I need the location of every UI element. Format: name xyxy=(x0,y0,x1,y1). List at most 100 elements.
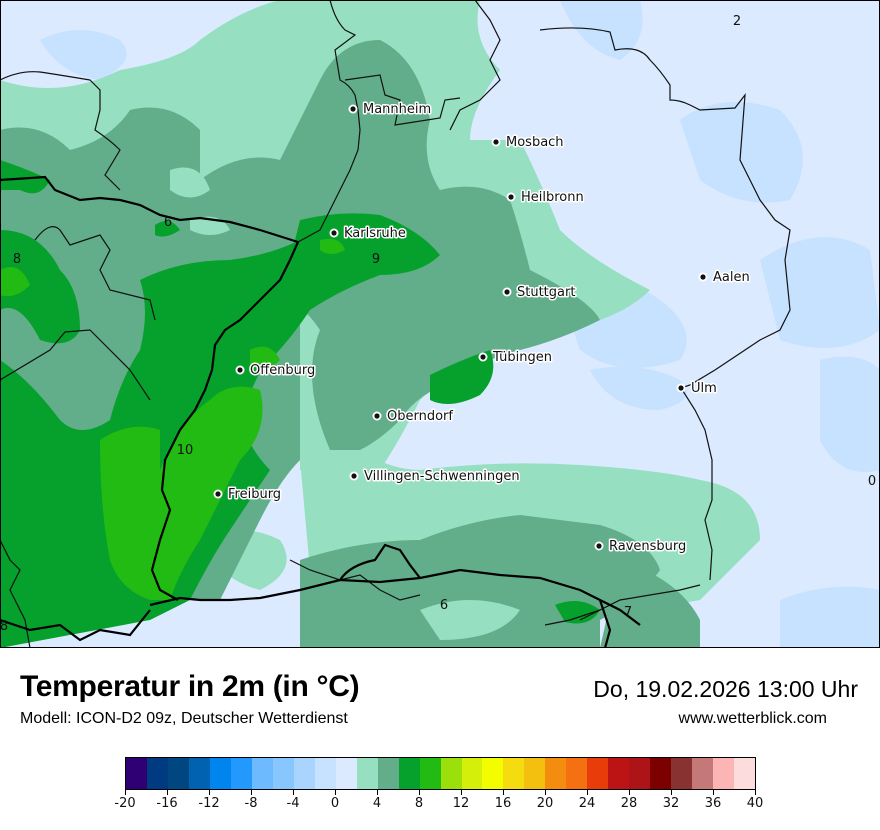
city-aalen[interactable]: Aalen xyxy=(698,269,751,287)
contour-value-label: 6 xyxy=(440,598,448,613)
tick-mark xyxy=(209,790,210,795)
tick-label: 24 xyxy=(578,796,596,811)
color-swatch xyxy=(251,758,273,789)
color-swatch xyxy=(188,758,210,789)
color-swatch xyxy=(713,758,735,789)
tick-mark xyxy=(293,790,294,795)
tick-label: -12 xyxy=(198,796,220,811)
tick-label: 0 xyxy=(330,796,340,811)
color-swatch xyxy=(126,758,147,789)
color-swatch xyxy=(335,758,357,789)
color-swatch xyxy=(230,758,252,789)
color-swatch xyxy=(272,758,294,789)
city-dot-icon xyxy=(351,473,357,479)
tick-mark xyxy=(251,790,252,795)
city-dot-icon xyxy=(700,274,706,280)
contour-value-label: 9 xyxy=(372,252,380,267)
contour-value-label: 8 xyxy=(13,252,21,267)
national-borders xyxy=(0,175,641,648)
color-swatch xyxy=(629,758,651,789)
color-swatch xyxy=(524,758,546,789)
city-oberndorf[interactable]: Oberndorf xyxy=(372,408,455,426)
city-stuttgart[interactable]: Stuttgart xyxy=(502,284,577,302)
city-label: Mosbach xyxy=(506,135,564,150)
cold-patches xyxy=(40,0,880,648)
city-dot-icon xyxy=(596,543,602,549)
city-offenburg[interactable]: Offenburg xyxy=(235,362,317,380)
city-mosbach[interactable]: Mosbach xyxy=(491,134,565,152)
city-heilbronn[interactable]: Heilbronn xyxy=(506,189,585,207)
tick-label: 16 xyxy=(494,796,512,811)
color-swatch xyxy=(314,758,336,789)
tick-mark xyxy=(503,790,504,795)
contour-value-label: 6 xyxy=(164,215,172,230)
tick-label: -16 xyxy=(156,796,178,811)
color-swatch xyxy=(482,758,504,789)
tick-mark xyxy=(545,790,546,795)
contour-value-label: 0 xyxy=(868,474,876,489)
tick-mark xyxy=(125,790,126,795)
city-dot-icon xyxy=(493,139,499,145)
city-karlsruhe[interactable]: Karlsruhe xyxy=(329,225,407,243)
color-swatch xyxy=(650,758,672,789)
temperature-map[interactable]: 2 6 8 9 10 0 6 7 8 Mannheim Mosbach Heilbronn Karls… xyxy=(0,0,880,648)
color-swatch xyxy=(209,758,231,789)
city-villingen-schwenningen[interactable]: Villingen-Schwenningen xyxy=(349,468,521,486)
contour-value-label: 7 xyxy=(624,605,632,620)
tick-label: -8 xyxy=(244,796,258,811)
city-dot-icon xyxy=(350,106,356,112)
tick-label: 36 xyxy=(704,796,722,811)
tick-mark xyxy=(755,790,756,795)
tick-label: 20 xyxy=(536,796,554,811)
website-link[interactable]: www.wetterblick.com xyxy=(678,710,827,727)
region-borders xyxy=(0,0,791,648)
city-ravensburg[interactable]: Ravensburg xyxy=(594,538,688,556)
city-label: Tübingen xyxy=(492,350,552,365)
color-swatch xyxy=(692,758,714,789)
tick-label: 40 xyxy=(746,796,764,811)
tick-mark xyxy=(629,790,630,795)
city-dot-icon xyxy=(508,194,514,200)
model-source: Modell: ICON-D2 09z, Deutscher Wetterdie… xyxy=(20,710,348,727)
city-t-bingen[interactable]: Tübingen xyxy=(478,349,554,367)
city-label: Villingen-Schwenningen xyxy=(364,469,520,484)
city-mannheim[interactable]: Mannheim xyxy=(348,101,433,119)
color-swatch xyxy=(734,758,756,789)
city-dot-icon xyxy=(678,385,684,391)
color-swatch xyxy=(587,758,609,789)
city-label: Karlsruhe xyxy=(344,226,406,241)
color-swatch xyxy=(566,758,588,789)
color-swatch xyxy=(293,758,315,789)
contour-value-label: 8 xyxy=(0,619,8,634)
color-swatch xyxy=(167,758,189,789)
city-label: Freiburg xyxy=(228,487,281,502)
tick-label: -20 xyxy=(114,796,136,811)
tick-mark xyxy=(671,790,672,795)
tick-mark xyxy=(587,790,588,795)
tick-mark xyxy=(713,790,714,795)
tick-label: -4 xyxy=(286,796,300,811)
tick-mark xyxy=(377,790,378,795)
contour-value-label: 2 xyxy=(733,14,741,29)
tick-label: 8 xyxy=(414,796,424,811)
city-markers: Mannheim Mosbach Heilbronn Karlsruhe Stuttga… xyxy=(213,101,751,556)
city-dot-icon xyxy=(331,230,337,236)
tick-mark xyxy=(419,790,420,795)
tick-label: 12 xyxy=(452,796,470,811)
color-swatch xyxy=(419,758,441,789)
color-swatch xyxy=(461,758,483,789)
city-freiburg[interactable]: Freiburg xyxy=(213,486,283,504)
color-swatch xyxy=(146,758,168,789)
city-dot-icon xyxy=(374,413,380,419)
color-swatch xyxy=(398,758,420,789)
tick-label: 28 xyxy=(620,796,638,811)
color-scale-ticks: -20 -16 -12 -8 -4 0 4 8 12 16 20 24 28 32 36 40 xyxy=(114,790,763,820)
city-label: Ravensburg xyxy=(609,539,686,554)
city-label: Mannheim xyxy=(363,102,431,117)
tick-label: 32 xyxy=(662,796,680,811)
color-swatch xyxy=(377,758,399,789)
city-dot-icon xyxy=(237,367,243,373)
city-dot-icon xyxy=(215,491,221,497)
color-swatch xyxy=(440,758,462,789)
city-ulm[interactable]: Ulm xyxy=(676,380,718,398)
